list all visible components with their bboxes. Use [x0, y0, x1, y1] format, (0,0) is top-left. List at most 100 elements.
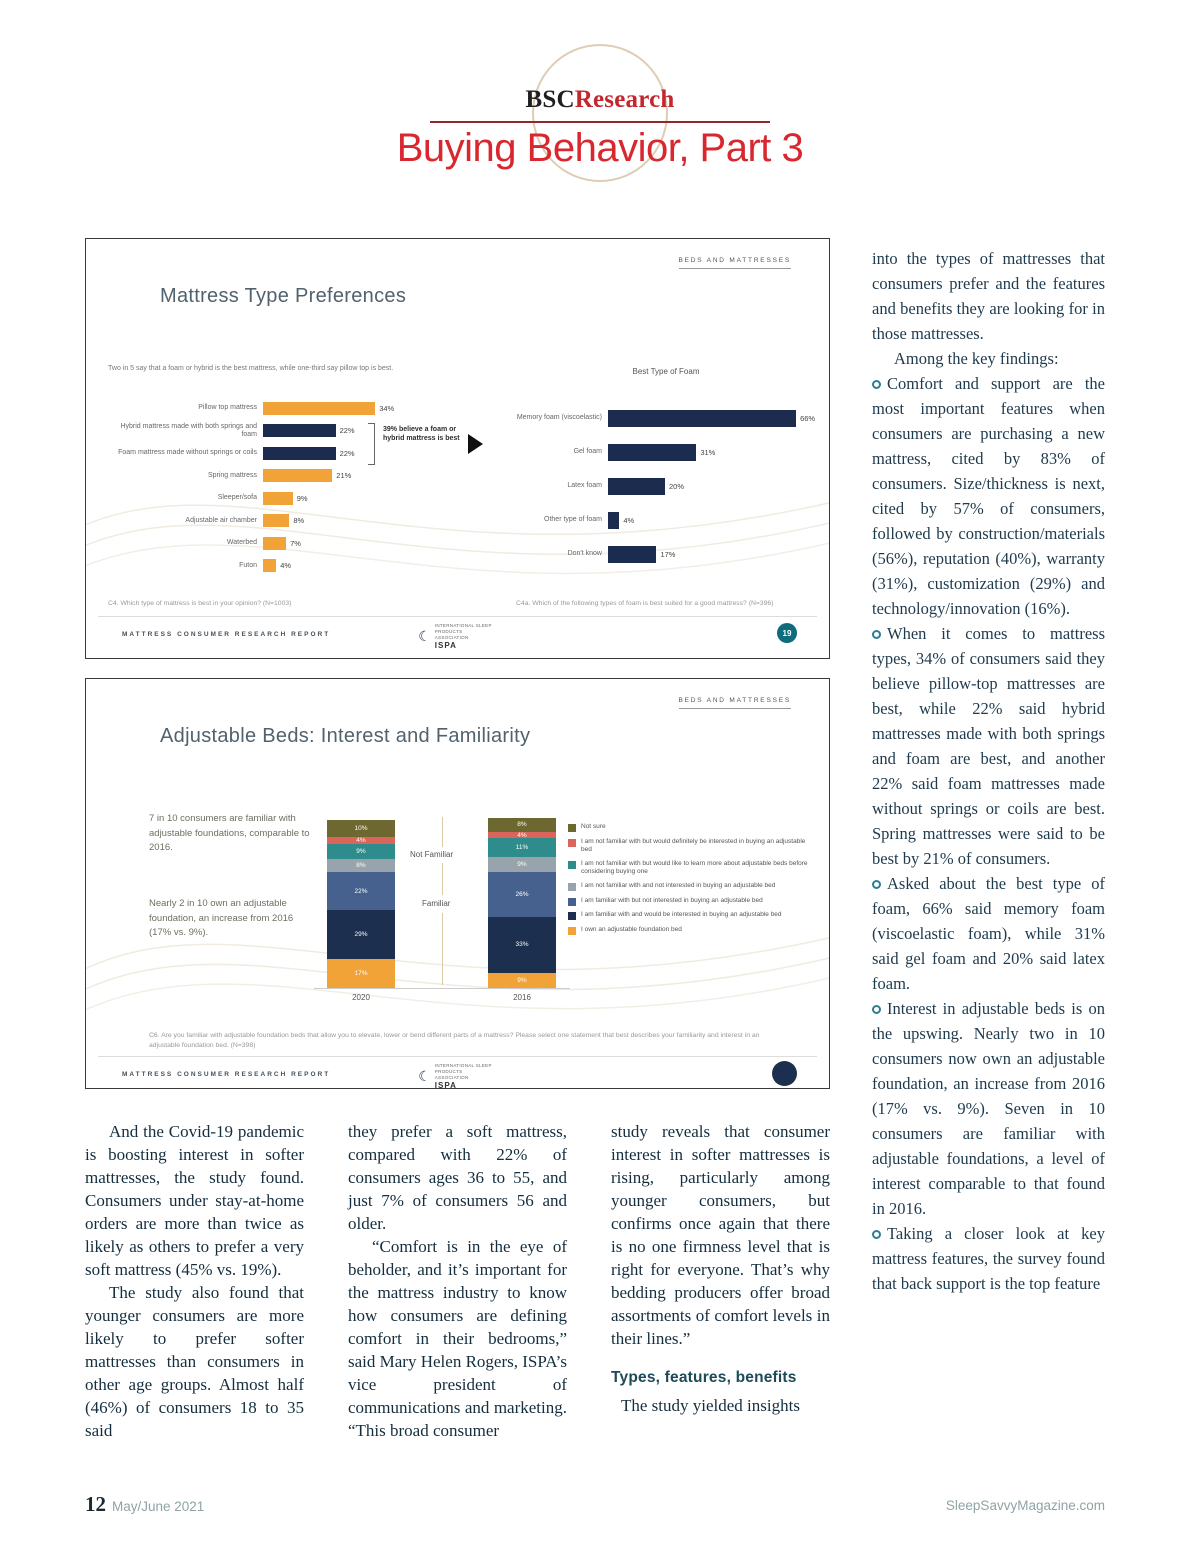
slide-footer: MATTRESS CONSUMER RESEARCH REPORT ☾ INTE… [86, 1061, 829, 1093]
bar [263, 514, 290, 528]
masthead-circle [532, 44, 668, 182]
bar [608, 545, 657, 563]
slide-tag: BEDS AND MATTRESSES [678, 697, 791, 709]
foam-type-bar-chart: Memory foam (viscoelastic) 66% Gel foam 31%… [516, 401, 822, 571]
bullet-ring-icon [872, 380, 881, 389]
stack-segment: 8% [488, 818, 556, 832]
legend-swatch [568, 838, 576, 847]
page-footer: 12 May/June 2021 SleepSavvyMagazine.com [85, 1492, 1105, 1526]
mattress-type-bar-chart: Pillow top mattress 34% Hybrid mattress ma… [108, 397, 500, 577]
bullet-text: Taking a closer look at key mattress fea… [872, 1224, 1105, 1293]
stack-segment: 4% [327, 837, 395, 844]
bullet-ring-icon [872, 880, 881, 889]
bar-value: 66% [800, 413, 816, 423]
right-chart-caption: C4a. Which of the following types of foa… [516, 600, 774, 607]
stack-segment: 10% [327, 819, 395, 837]
legend-swatch [568, 926, 576, 935]
bullet-ring-icon [872, 630, 881, 639]
bar-value: 4% [623, 515, 635, 525]
range-line [442, 913, 443, 985]
arrow-right-icon [468, 434, 483, 454]
bar [608, 443, 697, 461]
stack-segment: 29% [327, 909, 395, 960]
bullet-text: Asked about the best type of foam, 66% s… [872, 874, 1105, 993]
bar-label: Foam mattress made without springs or co… [118, 449, 257, 457]
legend-item: I am familiar with but not interested in… [568, 897, 818, 906]
bullet-text: When it comes to mattress types, 34% of … [872, 624, 1105, 868]
bar [263, 491, 293, 505]
legend-label: I am familiar with but not interested in… [581, 896, 763, 904]
sidebar-lead-in: Among the key findings: [894, 349, 1059, 368]
stack-segment: 8% [327, 858, 395, 873]
legend-swatch [568, 883, 576, 892]
segment-value: 8% [517, 821, 527, 829]
legend-label: I am not familiar with and not intereste… [581, 882, 776, 890]
bar-row: Latex foam 20% [516, 469, 822, 503]
segment-value: 33% [515, 941, 529, 949]
sidebar-bullet: Asked about the best type of foam, 66% s… [872, 871, 1105, 996]
slide-footer-divider [98, 1056, 817, 1057]
bar-value: 4% [280, 561, 292, 571]
bar-value: 34% [379, 403, 395, 413]
ispa-logo: ☾ INTERNATIONAL SLEEP PRODUCTS ASSOCIATI… [418, 623, 497, 650]
bar-row: Gel foam 31% [516, 435, 822, 469]
bar-label: Gel foam [573, 447, 602, 455]
bar [608, 409, 797, 427]
bar-row: Pillow top mattress 34% [108, 397, 500, 420]
bullet-text: Comfort and support are the most importa… [872, 374, 1105, 618]
legend-swatch [568, 824, 576, 832]
legend-item: I am not familiar with but would definit… [568, 838, 818, 855]
legend-label: I am not familiar with but would definit… [581, 837, 806, 853]
segment-value: 9% [356, 847, 366, 855]
stacked-bar-2020: 10% 4% 9% 8% 22% 29% 17% [327, 814, 395, 988]
bar-label: Pillow top mattress [198, 404, 257, 412]
brand-research: Research [574, 86, 675, 113]
group-label-not-familiar: Not Familiar [408, 849, 456, 860]
bar-value: 21% [336, 471, 352, 481]
bar-label: Adjustable air chamber [185, 516, 257, 524]
body-paragraph: “Comfort is in the eye of beholder, and … [348, 1237, 567, 1440]
bar-value: 9% [296, 493, 308, 503]
bar-label: Hybrid mattress made with both springs a… [120, 422, 257, 438]
ispa-acronym: ISPA [434, 1080, 457, 1090]
page-title: Buying Behavior, Part 3 [396, 126, 804, 170]
body-column-1: And the Covid-19 pandemic is boosting in… [85, 1120, 304, 1442]
slide-page-badge [772, 1061, 797, 1086]
stack-segment: 17% [327, 959, 395, 988]
segment-value: 8% [356, 862, 366, 870]
section-subhead: Types, features, benefits [611, 1369, 797, 1386]
segment-value: 10% [354, 824, 368, 832]
sidebar-bullet: Comfort and support are the most importa… [872, 371, 1105, 621]
slide-title: Adjustable Beds: Interest and Familiarit… [160, 725, 531, 747]
bar-label: Futon [239, 561, 257, 569]
chart-baseline [314, 988, 570, 989]
legend-item: I am not familiar with but would like to… [568, 860, 818, 877]
bullet-ring-icon [872, 1005, 881, 1014]
ispa-moon-icon: ☾ [418, 628, 431, 645]
bar-row: Futon 4% [108, 555, 500, 578]
bullet-ring-icon [872, 1230, 881, 1239]
bar [263, 536, 287, 550]
axis-label-2016: 2016 [513, 993, 531, 1002]
ispa-org-name: INTERNATIONAL SLEEP PRODUCTS ASSOCIATION [434, 1063, 492, 1080]
bar [263, 424, 336, 438]
ispa-acronym: ISPA [434, 640, 457, 650]
chart-caption: C6. Are you familiar with adjustable fou… [149, 1032, 760, 1049]
bar-row: Memory foam (viscoelastic) 66% [516, 401, 822, 435]
slide-adjustable-beds: BEDS AND MATTRESSES Adjustable Beds: Int… [85, 678, 830, 1090]
left-chart-subtitle: Two in 5 say that a foam or hybrid is th… [108, 365, 394, 372]
legend-swatch [568, 912, 576, 921]
segment-value: 17% [354, 970, 368, 978]
legend-item: Not sure [568, 823, 818, 832]
range-line [442, 817, 443, 847]
stack-segment: 9% [488, 857, 556, 873]
legend-label: I am familiar with and would be interest… [581, 911, 782, 919]
bar [263, 446, 336, 460]
bar-label: Don't know [567, 549, 602, 557]
sidebar-bullet: Taking a closer look at key mattress fea… [872, 1221, 1105, 1296]
body-paragraph: study reveals that consumer interest in … [611, 1122, 830, 1348]
masthead-rule [430, 121, 770, 123]
segment-value: 4% [356, 836, 366, 844]
bar-value: 7% [290, 538, 301, 548]
